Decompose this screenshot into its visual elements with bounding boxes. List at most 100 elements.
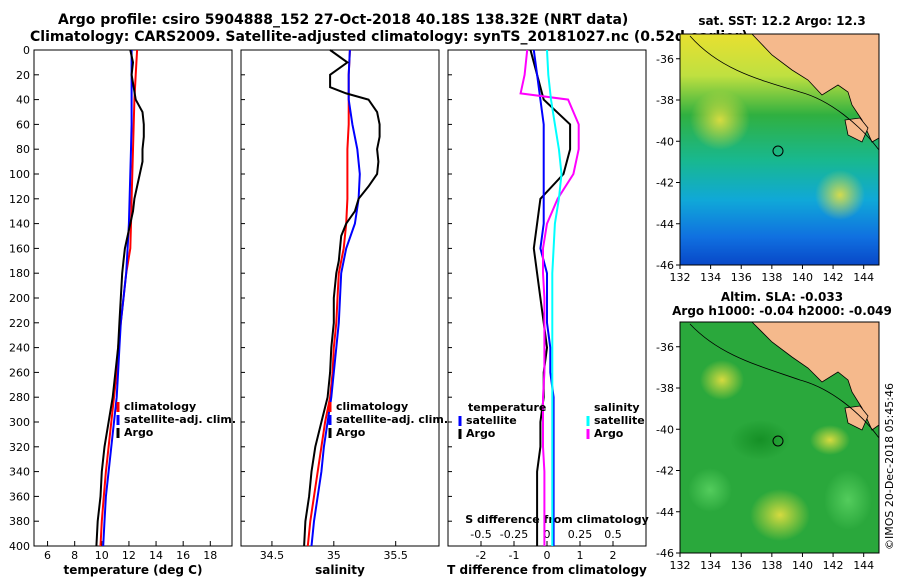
series-line-argo [303, 49, 381, 547]
y-tick-label: 140 [9, 218, 30, 231]
y-tick-label: 80 [16, 143, 30, 156]
series-line-climatology [306, 49, 351, 547]
map-x-tick-label: 144 [853, 559, 874, 572]
chart-title-line1: Argo profile: csiro 5904888_152 27-Oct-2… [58, 12, 629, 28]
map-y-tick-label: -44 [656, 218, 674, 231]
sla-blob [750, 489, 810, 541]
x-tick-label: 16 [176, 549, 190, 562]
x-axis-label: salinity [315, 563, 365, 577]
sla-title-2: Argo h1000: -0.04 h2000: -0.049 [672, 304, 892, 318]
legend-label: Argo [124, 426, 154, 439]
y-tick-label: 240 [9, 342, 30, 355]
y-tick-label: 360 [9, 490, 30, 503]
x-tick-label: 8 [71, 549, 78, 562]
map-x-tick-label: 140 [792, 271, 813, 284]
x-tick-label: 2 [610, 549, 617, 562]
series-line-s-argo-vs-clim [519, 49, 580, 546]
salinity-chart: 34.5 35 35.5 salinity climatologysatellite-a… [240, 49, 448, 577]
y-tick-label: 0 [23, 44, 30, 57]
map-x-tick-label: 138 [761, 559, 782, 572]
y-tick-label: 280 [9, 391, 30, 404]
sla-blob [688, 468, 732, 512]
x2-tick-label: -0.5 [470, 528, 491, 541]
map-x-tick-label: 144 [853, 271, 874, 284]
map-y-tick-label: -36 [656, 341, 674, 354]
sla-blob [700, 360, 744, 400]
sla-title-1: Altim. SLA: -0.033 [721, 290, 843, 304]
sst-blob [815, 170, 865, 220]
x-tick-label: 14 [149, 549, 163, 562]
y-tick-label: 40 [16, 94, 30, 107]
x-tick-label: 0 [544, 549, 551, 562]
sla-blob [824, 470, 872, 530]
y-tick-label: 380 [9, 515, 30, 528]
map-x-tick-label: 142 [823, 559, 844, 572]
y-tick-label: 160 [9, 242, 30, 255]
legend-label: Argo [336, 426, 366, 439]
legend-label: satellite-adj. clim. [124, 413, 236, 426]
map-x-tick-label: 132 [670, 271, 691, 284]
series-line-satellite-adj-clim- [310, 49, 361, 547]
land-island [844, 117, 869, 143]
legend-label: satellite [466, 414, 517, 427]
legend-label: satellite [594, 414, 645, 427]
sst-map-title: sat. SST: 12.2 Argo: 12.3 [698, 14, 865, 28]
y-tick-label: 300 [9, 416, 30, 429]
map-y-tick-label: -46 [656, 547, 674, 560]
y-tick-label: 320 [9, 441, 30, 454]
map-x-tick-label: 136 [731, 559, 752, 572]
y-tick-label: 340 [9, 466, 30, 479]
argo-marker [772, 435, 784, 447]
difference-chart: -2 -1 0 1 2T difference from climatology S di… [447, 49, 649, 577]
x-tick-label: 1 [577, 549, 584, 562]
map-y-tick-label: -44 [656, 506, 674, 519]
sst-frame [679, 33, 880, 266]
y-tick-label: 100 [9, 168, 30, 181]
temperature-chart: 0 20 40 60 80 100 120 140 160 180 200 220 240 260 280 3… [9, 44, 236, 577]
legend-title: temperature [468, 401, 546, 414]
y-tick-label: 260 [9, 366, 30, 379]
imos-credit: ©IMOS 20-Dec-2018 05:45:46 [883, 383, 896, 550]
y-tick-label: 180 [9, 267, 30, 280]
map-y-tick-label: -38 [656, 382, 674, 395]
x-tick-label: -1 [509, 549, 520, 562]
x-tick-label: 35 [327, 549, 341, 562]
legend-label: Argo [594, 427, 624, 440]
land-island [844, 405, 869, 431]
x-tick-label: 18 [203, 549, 217, 562]
sst-map: sat. SST: 12.2 Argo: 12.3 132 134 136 138 14… [656, 14, 880, 284]
x-tick-label: 35.5 [383, 549, 408, 562]
sla-blob [730, 420, 790, 460]
series-line-satellite-adj-clim- [102, 50, 133, 547]
x-axis-label: temperature (deg C) [64, 563, 203, 577]
legend-title: salinity [594, 401, 640, 414]
map-y-tick-label: -42 [656, 465, 674, 478]
map-y-tick-label: -42 [656, 177, 674, 190]
map-y-tick-label: -36 [656, 53, 674, 66]
argo-marker [772, 145, 784, 157]
y-tick-label: 120 [9, 193, 30, 206]
sla-frame [679, 321, 880, 554]
x-tick-label: 34.5 [260, 549, 285, 562]
sst-blob [690, 90, 750, 150]
y-tick-label: 200 [9, 292, 30, 305]
y-tick-label: 220 [9, 317, 30, 330]
x2-tick-label: 0.25 [568, 528, 593, 541]
x2-tick-label: 0.5 [604, 528, 622, 541]
x2-tick-label: -0.25 [500, 528, 528, 541]
y-tick-label: 60 [16, 118, 30, 131]
map-y-tick-label: -40 [656, 135, 674, 148]
legend-label: Argo [466, 427, 496, 440]
shelf-contour [689, 35, 880, 151]
x-tick-label: -2 [476, 549, 487, 562]
map-x-tick-label: 134 [700, 559, 721, 572]
series-line-t-satellite-vs-clim [532, 49, 555, 546]
x2-axis-label: S difference from climatology [465, 513, 649, 526]
map-x-tick-label: 138 [761, 271, 782, 284]
series-line-argo [95, 49, 145, 547]
legend-label: satellite-adj. clim. [336, 413, 448, 426]
sla-map: Altim. SLA: -0.033 Argo h1000: -0.04 h20… [656, 290, 892, 572]
x-axis-label: T difference from climatology [447, 563, 647, 577]
legend-label: climatology [336, 400, 408, 413]
